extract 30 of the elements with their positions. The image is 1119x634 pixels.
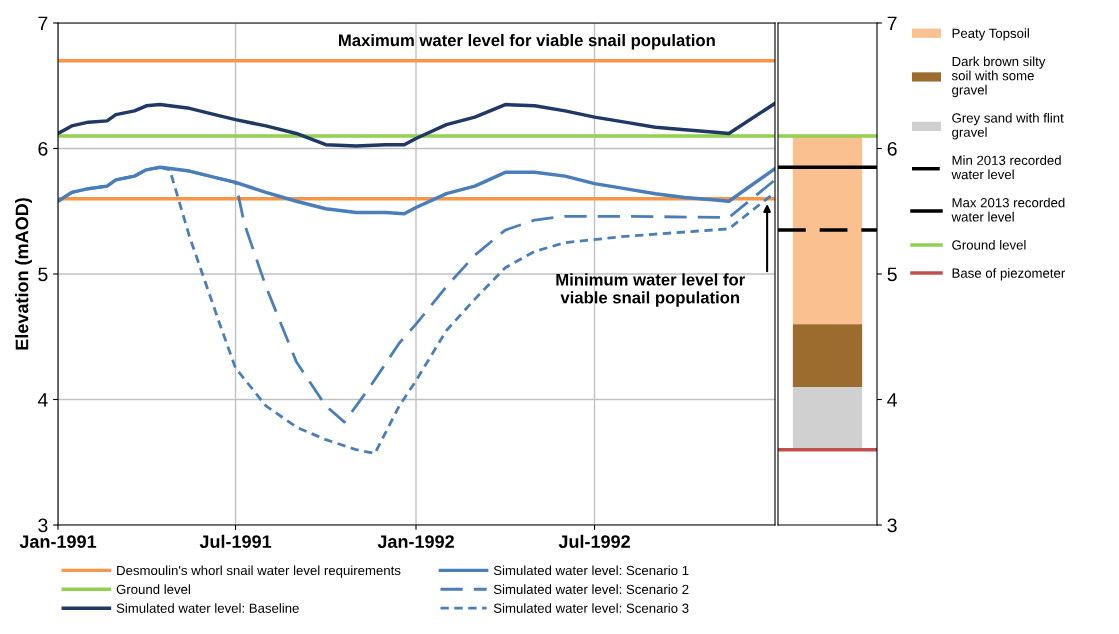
x-tick-label: Jan-1992 (377, 535, 454, 548)
y-tick-label: 3 (38, 518, 48, 533)
legend-label: Ground level (116, 584, 190, 595)
legend-label: Simulated water level: Baseline (116, 603, 299, 613)
x-tick-label: Jul-1992 (558, 534, 630, 548)
legend-label: Peaty Topsoil (952, 28, 1029, 41)
y-tick-label: 7 (38, 16, 48, 31)
legend-label: Dark brown silty soil with some gravel (951, 56, 1046, 98)
y-axis-title: Elevation (mAOD) (15, 198, 32, 350)
legend-label: Base of piezometer (952, 268, 1066, 281)
y-tick-label: 4 (37, 393, 48, 407)
y-tick-label: 6 (38, 141, 48, 156)
y-tick-label: 3 (887, 518, 897, 533)
legend-label: Simulated water level: Scenario 2 (493, 584, 689, 595)
y-tick-label: 5 (887, 267, 897, 282)
y-tick-label: 4 (887, 393, 897, 407)
y-tick-label: 5 (38, 267, 48, 282)
legend-label: Grey sand with flint gravel (952, 112, 1064, 140)
x-tick-label: Jan-1991 (19, 535, 97, 548)
legend-label: Simulated water level: Scenario 1 (493, 565, 689, 576)
legend-label: Max 2013 recorded water level (951, 197, 1065, 222)
annotation: Minimum water level for viable snail population (556, 273, 745, 307)
legend-label: Simulated water level: Scenario 3 (493, 603, 689, 613)
annotation: Maximum water level for viable snail population (339, 34, 715, 50)
legend-label: Min 2013 recorded water level (951, 155, 1061, 180)
y-tick-label: 6 (887, 141, 897, 156)
legend-label: Ground level (952, 240, 1026, 250)
y-tick-label: 7 (887, 16, 897, 31)
legend-label: Desmoulin's whorl snail water level requirements (117, 565, 401, 578)
x-tick-label: Jul-1991 (199, 534, 272, 548)
